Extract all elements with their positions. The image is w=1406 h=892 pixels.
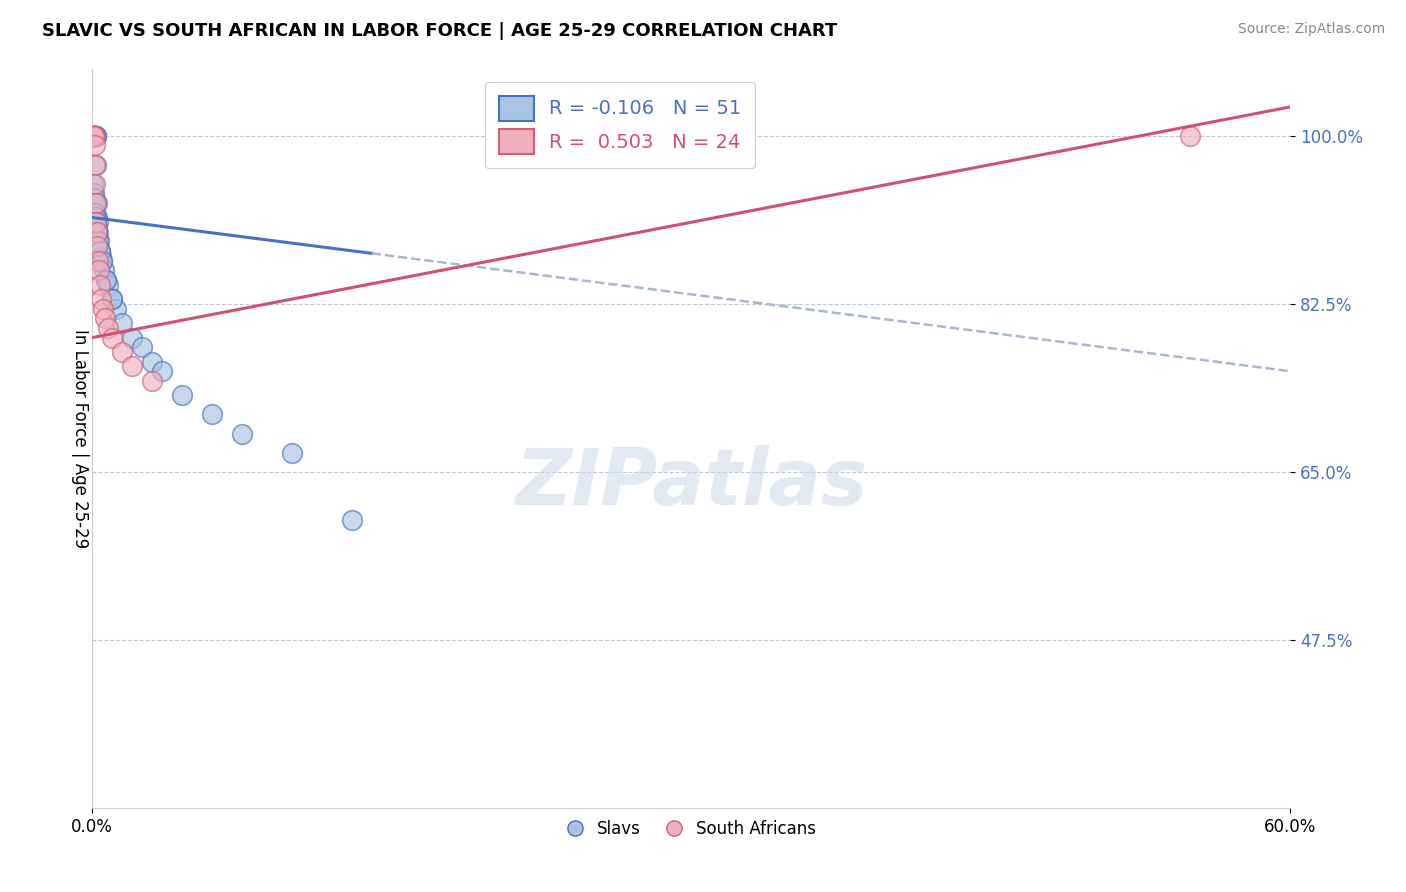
Point xyxy=(83,128,105,143)
Point xyxy=(93,263,115,277)
Point xyxy=(231,426,253,441)
Point xyxy=(83,128,105,143)
Point xyxy=(83,186,105,201)
Text: Source: ZipAtlas.com: Source: ZipAtlas.com xyxy=(1237,22,1385,37)
Point xyxy=(87,235,110,249)
Point xyxy=(84,128,107,143)
Point xyxy=(83,191,105,205)
Point xyxy=(141,374,163,388)
Point xyxy=(84,158,107,172)
Y-axis label: In Labor Force | Age 25-29: In Labor Force | Age 25-29 xyxy=(72,329,90,548)
Point xyxy=(82,177,104,191)
Point xyxy=(96,273,118,287)
Point xyxy=(84,158,107,172)
Point xyxy=(121,330,143,344)
Point xyxy=(83,128,105,143)
Point xyxy=(83,128,105,143)
Point xyxy=(87,253,110,268)
Point xyxy=(84,196,107,211)
Point xyxy=(111,345,134,359)
Point xyxy=(86,225,108,239)
Point xyxy=(111,316,134,330)
Point xyxy=(131,340,153,354)
Point xyxy=(121,359,143,374)
Point xyxy=(91,301,114,316)
Point xyxy=(86,196,108,211)
Point xyxy=(83,138,105,153)
Point xyxy=(89,244,111,259)
Point xyxy=(83,128,105,143)
Point xyxy=(1180,128,1202,143)
Point xyxy=(101,292,124,306)
Point xyxy=(91,253,114,268)
Point xyxy=(84,128,107,143)
Point xyxy=(96,273,118,287)
Point xyxy=(90,292,112,306)
Point xyxy=(281,446,304,460)
Point xyxy=(91,253,114,268)
Point xyxy=(84,215,107,229)
Point xyxy=(82,128,104,143)
Point xyxy=(101,330,124,344)
Point xyxy=(83,128,105,143)
Point xyxy=(83,128,105,143)
Point xyxy=(150,364,173,378)
Point xyxy=(86,225,108,239)
Point xyxy=(97,277,120,292)
Point xyxy=(201,408,224,422)
Point xyxy=(141,354,163,368)
Point xyxy=(84,205,107,219)
Point xyxy=(83,128,105,143)
Point xyxy=(84,128,107,143)
Point xyxy=(105,301,128,316)
Point xyxy=(340,513,363,527)
Point xyxy=(83,128,105,143)
Point xyxy=(82,128,104,143)
Text: SLAVIC VS SOUTH AFRICAN IN LABOR FORCE | AGE 25-29 CORRELATION CHART: SLAVIC VS SOUTH AFRICAN IN LABOR FORCE |… xyxy=(42,22,838,40)
Point xyxy=(89,244,111,259)
Point xyxy=(83,196,105,211)
Point xyxy=(84,128,107,143)
Point xyxy=(87,263,110,277)
Point xyxy=(101,292,124,306)
Point xyxy=(97,321,120,335)
Point xyxy=(83,128,105,143)
Text: ZIPatlas: ZIPatlas xyxy=(515,445,868,521)
Point xyxy=(84,215,107,229)
Point xyxy=(86,211,108,225)
Point xyxy=(170,388,193,402)
Point xyxy=(84,128,107,143)
Point xyxy=(90,249,112,263)
Point xyxy=(89,277,111,292)
Point xyxy=(87,235,110,249)
Point xyxy=(84,177,107,191)
Point xyxy=(83,128,105,143)
Point xyxy=(87,225,110,239)
Point xyxy=(84,211,107,225)
Point xyxy=(86,239,108,253)
Point xyxy=(86,215,108,229)
Point xyxy=(94,311,117,326)
Legend: Slavs, South Africans: Slavs, South Africans xyxy=(560,814,823,845)
Point xyxy=(84,128,107,143)
